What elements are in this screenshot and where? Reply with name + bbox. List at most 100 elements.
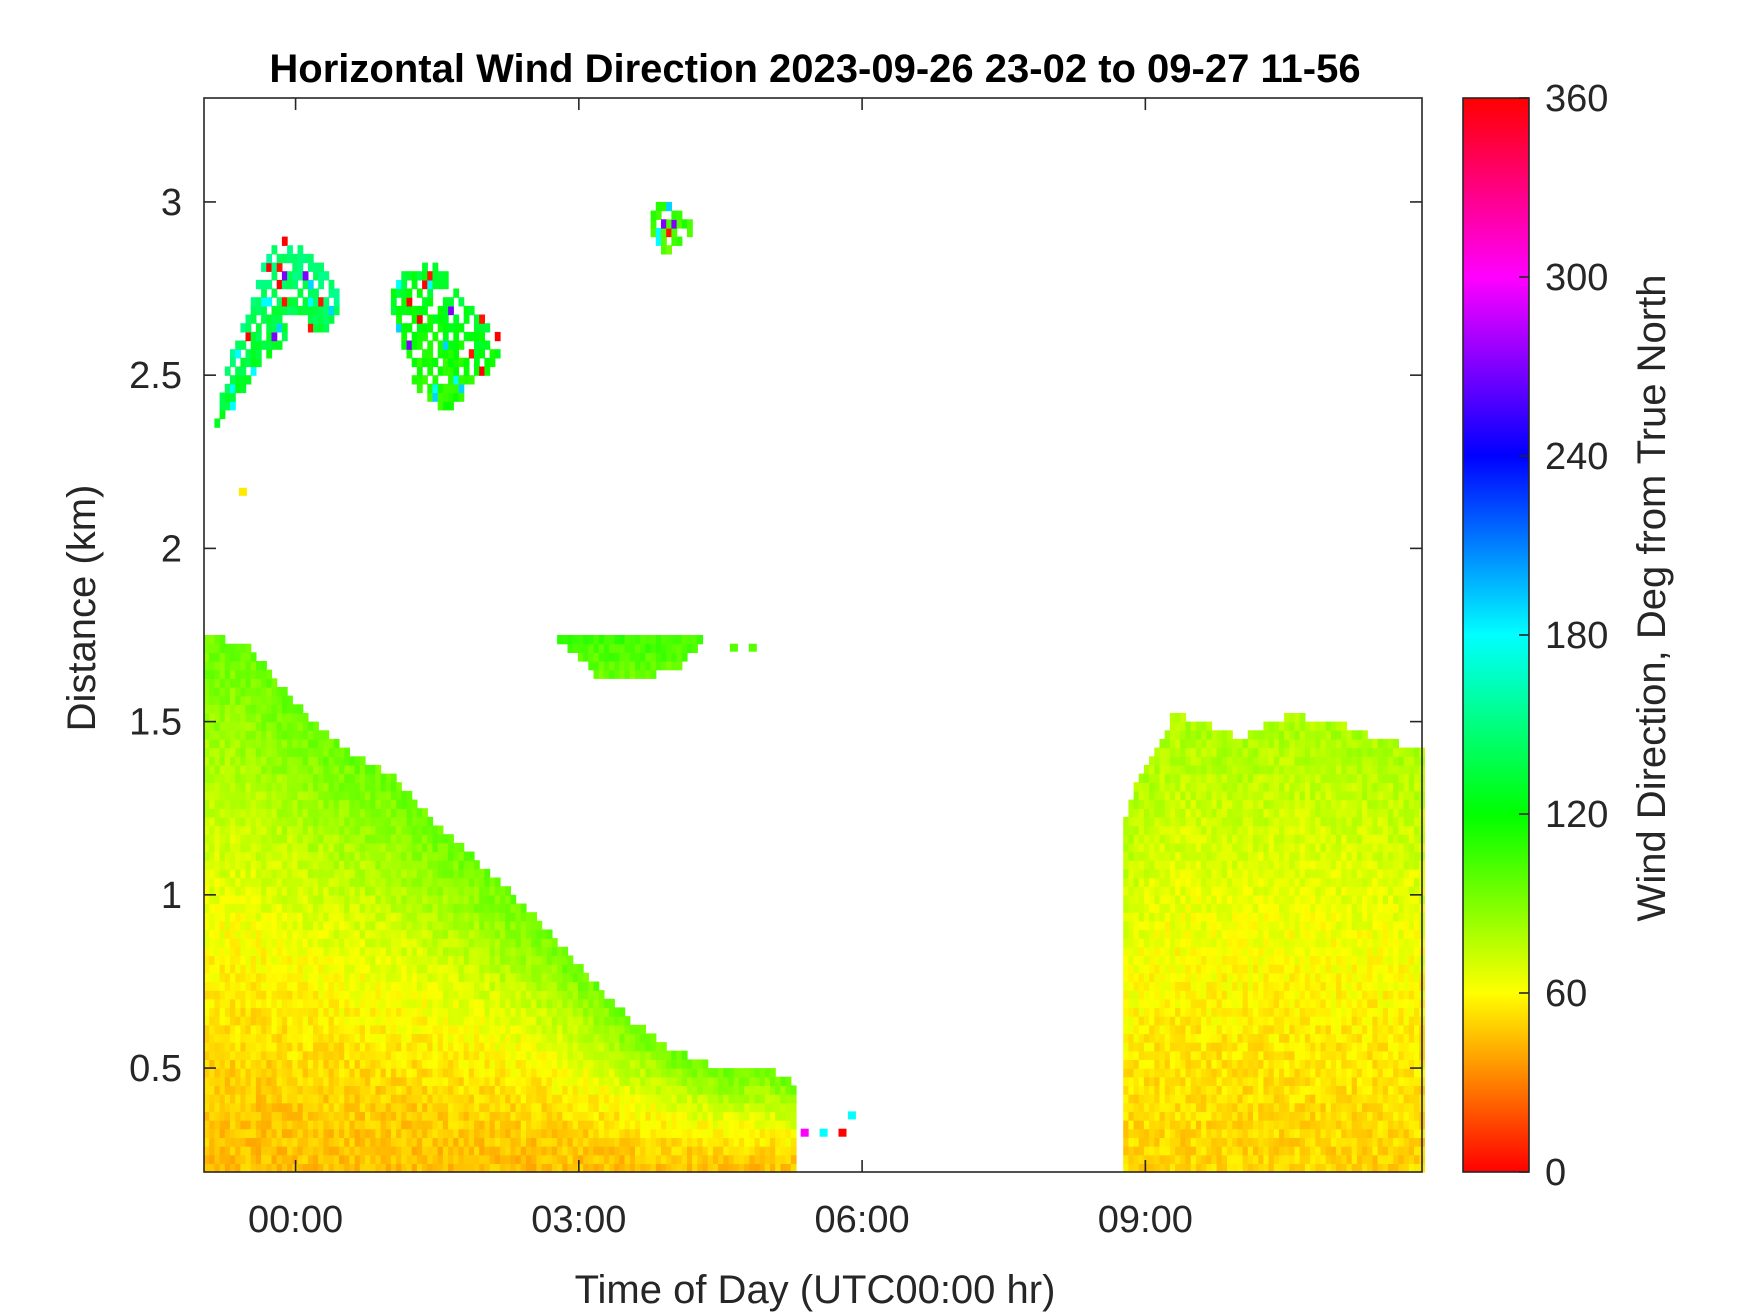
heatmap-cell	[1175, 1042, 1181, 1052]
heatmap-cell	[266, 1102, 273, 1112]
heatmap-cell	[775, 1076, 781, 1086]
heatmap-cell	[1190, 764, 1197, 775]
heatmap-cell	[416, 825, 423, 835]
heatmap-cell	[427, 920, 434, 931]
heatmap-cell	[479, 886, 485, 896]
heatmap-cell	[515, 938, 522, 948]
heatmap-cell	[209, 799, 215, 809]
heatmap-cell	[666, 227, 672, 238]
heatmap-cell	[629, 669, 636, 679]
heatmap-cell	[754, 1137, 761, 1147]
heatmap-cell	[733, 1085, 740, 1095]
heatmap-cell	[661, 236, 667, 246]
heatmap-cell	[577, 1128, 584, 1138]
heatmap-cell	[557, 1128, 563, 1138]
heatmap-cell	[593, 1068, 600, 1078]
heatmap-cell	[396, 955, 402, 965]
heatmap-cell	[432, 903, 439, 913]
heatmap-cell	[484, 1042, 491, 1052]
heatmap-cell	[1154, 816, 1161, 827]
heatmap-cell	[697, 1111, 704, 1121]
heatmap-cell	[214, 877, 221, 887]
heatmap-cell	[261, 1068, 267, 1078]
heatmap-cell	[536, 955, 543, 965]
heatmap-cell	[323, 1016, 330, 1026]
heatmap-cell	[302, 1163, 309, 1173]
heatmap-cell	[572, 1111, 579, 1121]
heatmap-cell	[1159, 1154, 1166, 1164]
heatmap-cell	[1185, 955, 1192, 965]
heatmap-cell	[577, 972, 584, 983]
heatmap-cell	[318, 799, 324, 809]
heatmap-cell	[416, 894, 423, 905]
heatmap-cell	[380, 1085, 387, 1095]
heatmap-cell	[313, 929, 319, 939]
heatmap-cell	[416, 990, 423, 1000]
heatmap-cell	[224, 1016, 231, 1026]
heatmap-cell	[204, 842, 210, 853]
heatmap-cell	[266, 1024, 273, 1035]
heatmap-cell	[567, 1059, 574, 1069]
heatmap-cell	[224, 790, 231, 801]
heatmap-cell	[287, 998, 293, 1009]
heatmap-cell	[255, 1076, 262, 1086]
heatmap-cell	[437, 998, 444, 1009]
heatmap-cell	[333, 894, 340, 905]
heatmap-cell	[728, 1146, 735, 1156]
heatmap-cell	[562, 981, 569, 991]
heatmap-cell	[536, 1137, 543, 1147]
heatmap-cell	[1154, 998, 1161, 1009]
heatmap-cell	[255, 669, 262, 679]
heatmap-cell	[500, 938, 506, 948]
heatmap-cell	[411, 1137, 418, 1147]
heatmap-cell	[1175, 1146, 1181, 1156]
heatmap-cell	[297, 946, 304, 957]
heatmap-cell	[250, 842, 257, 853]
heatmap-cell	[380, 1111, 387, 1121]
heatmap-cell	[292, 990, 299, 1000]
heatmap-cell	[1149, 955, 1155, 965]
heatmap-cell	[671, 652, 678, 662]
heatmap-cell	[380, 920, 387, 931]
heatmap-cell	[541, 1007, 548, 1017]
heatmap-cell	[494, 894, 501, 905]
heatmap-cell	[515, 1163, 522, 1173]
heatmap-cell	[297, 929, 304, 939]
heatmap-cell	[240, 1024, 247, 1035]
heatmap-cell	[1185, 1076, 1192, 1086]
heatmap-cell	[427, 1050, 434, 1060]
heatmap-cell	[1128, 1007, 1135, 1017]
heatmap-cell	[266, 1146, 273, 1156]
heatmap-cell	[505, 938, 511, 948]
heatmap-cell	[411, 1007, 418, 1017]
heatmap-cell	[271, 903, 278, 913]
heatmap-cell	[390, 868, 397, 879]
heatmap-cell	[214, 643, 221, 653]
heatmap-cell	[427, 349, 434, 359]
heatmap-cell	[390, 990, 397, 1000]
heatmap-cell	[235, 1163, 241, 1173]
heatmap-cell	[1149, 1111, 1155, 1121]
heatmap-cell	[427, 1146, 434, 1156]
heatmap-cell	[214, 825, 221, 835]
heatmap-cell	[1190, 912, 1197, 922]
heatmap-cell	[250, 1146, 257, 1156]
heatmap-cell	[255, 357, 262, 368]
heatmap-cell	[302, 297, 309, 307]
heatmap-cell	[1149, 912, 1155, 922]
heatmap-cell	[235, 998, 241, 1009]
heatmap-cell	[297, 834, 304, 844]
heatmap-cell	[287, 990, 293, 1000]
heatmap-cell	[474, 920, 480, 931]
heatmap-cell	[255, 1120, 262, 1130]
heatmap-cell	[468, 1059, 475, 1069]
heatmap-cell	[541, 1033, 548, 1043]
heatmap-cell	[411, 808, 418, 818]
heatmap-cell	[458, 998, 465, 1009]
heatmap-cell	[567, 998, 574, 1009]
heatmap-cell	[681, 1137, 688, 1147]
heatmap-cell	[323, 756, 330, 766]
heatmap-cell	[235, 1085, 241, 1095]
heatmap-cell	[551, 1085, 558, 1095]
heatmap-cell	[359, 868, 366, 879]
